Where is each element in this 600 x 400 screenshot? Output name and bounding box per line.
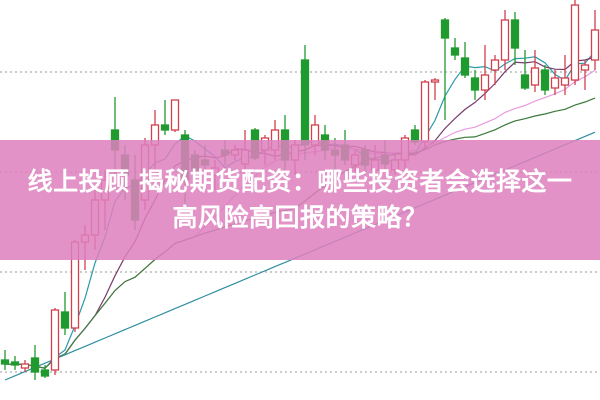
candle-up <box>580 64 590 71</box>
candle-up <box>20 363 30 369</box>
candle-up <box>560 77 570 86</box>
candle-up <box>430 79 440 83</box>
candle-up <box>550 77 560 89</box>
candle-down <box>10 361 20 366</box>
candle-down <box>60 311 70 329</box>
candle-down <box>520 74 530 89</box>
candle-down <box>30 357 40 373</box>
candle-up <box>590 29 600 61</box>
candle-down <box>40 369 50 377</box>
candle-down <box>160 124 170 131</box>
candle-down <box>510 19 520 49</box>
title-line-2: 高风险高回报的策略？ <box>172 203 428 232</box>
candle-up <box>480 74 490 91</box>
candle-down <box>470 77 480 91</box>
candle-down <box>300 59 310 146</box>
title-banner: 线上投顾 揭秘期货配资：哪些投资者会选择这一 高风险高回报的策略？ <box>0 140 600 260</box>
candle-down <box>440 19 450 39</box>
candle-up <box>50 309 60 371</box>
candle-up <box>420 81 430 143</box>
candle-down <box>540 69 550 91</box>
candle-up <box>570 4 580 81</box>
title-line-1: 线上投顾 揭秘期货配资：哪些投资者会选择这一 <box>27 167 573 196</box>
candle-up <box>530 67 540 86</box>
candle-down <box>460 57 470 76</box>
candle-up <box>500 19 510 61</box>
candle-down <box>0 359 10 365</box>
candle-up <box>170 99 180 131</box>
candle-up <box>490 59 500 71</box>
candle-down <box>450 47 460 56</box>
